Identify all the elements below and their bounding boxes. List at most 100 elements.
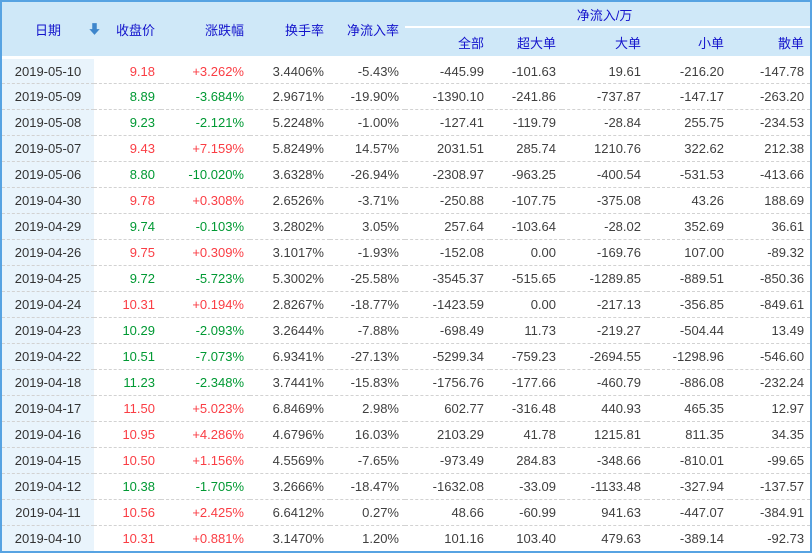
column-header-close[interactable]: 收盘价 — [94, 2, 161, 59]
cell-inflow-all: 257.64 — [405, 213, 490, 240]
column-header-date[interactable]: 日期 — [2, 2, 100, 59]
column-header-turnover[interactable]: 换手率 — [250, 2, 330, 59]
cell-inflow-large: -1133.48 — [562, 473, 647, 500]
cell-date: 2019-04-17 — [2, 395, 94, 422]
cell-inflow-small: -447.07 — [647, 499, 730, 526]
cell-inflow-rate: 2.98% — [330, 395, 405, 422]
column-header-inflow-retail[interactable]: 散单 — [730, 27, 810, 59]
cell-inflow-super: -103.64 — [490, 213, 562, 240]
cell-turnover: 3.4406% — [250, 57, 330, 84]
cell-inflow-retail: 188.69 — [730, 187, 810, 214]
cell-inflow-rate: 16.03% — [330, 421, 405, 448]
table-row: 2019-05-10 9.18 +3.262% 3.4406% -5.43% -… — [2, 57, 810, 84]
cell-inflow-small: -389.14 — [647, 525, 730, 551]
cell-inflow-large: 479.63 — [562, 525, 647, 551]
cell-inflow-large: -348.66 — [562, 447, 647, 474]
table-row: 2019-04-11 10.56 +2.425% 6.6412% 0.27% 4… — [2, 499, 810, 526]
cell-inflow-retail: 12.97 — [730, 395, 810, 422]
cell-close: 9.75 — [94, 239, 161, 266]
table-row: 2019-04-25 9.72 -5.723% 5.3002% -25.58% … — [2, 265, 810, 292]
column-header-inflow-large[interactable]: 大单 — [562, 27, 647, 59]
cell-close: 10.51 — [94, 343, 161, 370]
column-header-change[interactable]: 涨跌幅 — [161, 2, 250, 59]
cell-inflow-all: -1390.10 — [405, 83, 490, 110]
cell-turnover: 5.8249% — [250, 135, 330, 162]
cell-inflow-all: -445.99 — [405, 57, 490, 84]
cell-inflow-large: -28.02 — [562, 213, 647, 240]
cell-inflow-small: -356.85 — [647, 291, 730, 318]
cell-inflow-retail: -384.91 — [730, 499, 810, 526]
cell-inflow-retail: -92.73 — [730, 525, 810, 551]
cell-inflow-rate: -18.47% — [330, 473, 405, 500]
cell-inflow-large: -1289.85 — [562, 265, 647, 292]
cell-change: -2.348% — [161, 369, 250, 396]
cell-turnover: 3.6328% — [250, 161, 330, 188]
cell-inflow-all: -127.41 — [405, 109, 490, 136]
cell-inflow-retail: -137.57 — [730, 473, 810, 500]
cell-inflow-super: -316.48 — [490, 395, 562, 422]
cell-inflow-large: -169.76 — [562, 239, 647, 266]
cell-inflow-small: -886.08 — [647, 369, 730, 396]
table-row: 2019-04-24 10.31 +0.194% 2.8267% -18.77%… — [2, 291, 810, 318]
cell-change: +4.286% — [161, 421, 250, 448]
cell-inflow-rate: -19.90% — [330, 83, 405, 110]
table-row: 2019-04-10 10.31 +0.881% 3.1470% 1.20% 1… — [2, 525, 810, 551]
cell-inflow-rate: -1.00% — [330, 109, 405, 136]
cell-change: -2.121% — [161, 109, 250, 136]
cell-inflow-super: -60.99 — [490, 499, 562, 526]
cell-close: 9.74 — [94, 213, 161, 240]
cell-turnover: 3.2666% — [250, 473, 330, 500]
cell-inflow-rate: -25.58% — [330, 265, 405, 292]
cell-close: 11.50 — [94, 395, 161, 422]
cell-close: 10.38 — [94, 473, 161, 500]
cell-inflow-small: -810.01 — [647, 447, 730, 474]
cell-change: +2.425% — [161, 499, 250, 526]
table-row: 2019-04-12 10.38 -1.705% 3.2666% -18.47%… — [2, 473, 810, 500]
cell-inflow-small: 255.75 — [647, 109, 730, 136]
table-row: 2019-04-30 9.78 +0.308% 2.6526% -3.71% -… — [2, 187, 810, 214]
cell-inflow-super: -515.65 — [490, 265, 562, 292]
cell-inflow-small: -1298.96 — [647, 343, 730, 370]
cell-inflow-all: 101.16 — [405, 525, 490, 551]
sort-desc-icon[interactable] — [88, 22, 101, 36]
cell-close: 9.43 — [94, 135, 161, 162]
column-header-inflow-rate[interactable]: 净流入率 — [330, 2, 405, 59]
cell-date: 2019-05-10 — [2, 57, 94, 84]
cell-date: 2019-04-10 — [2, 525, 94, 551]
cell-close: 9.23 — [94, 109, 161, 136]
cell-change: -1.705% — [161, 473, 250, 500]
cell-close: 10.29 — [94, 317, 161, 344]
cell-inflow-rate: -1.93% — [330, 239, 405, 266]
cell-date: 2019-04-24 — [2, 291, 94, 318]
cell-inflow-all: -3545.37 — [405, 265, 490, 292]
cell-change: +0.308% — [161, 187, 250, 214]
cell-inflow-small: -147.17 — [647, 83, 730, 110]
cell-inflow-all: 2031.51 — [405, 135, 490, 162]
cell-date: 2019-04-23 — [2, 317, 94, 344]
cell-change: +5.023% — [161, 395, 250, 422]
column-header-inflow-super[interactable]: 超大单 — [490, 27, 562, 59]
cell-inflow-super: 284.83 — [490, 447, 562, 474]
cell-turnover: 3.7441% — [250, 369, 330, 396]
table-row: 2019-04-22 10.51 -7.073% 6.9341% -27.13%… — [2, 343, 810, 370]
table-row: 2019-04-17 11.50 +5.023% 6.8469% 2.98% 6… — [2, 395, 810, 422]
cell-inflow-super: 41.78 — [490, 421, 562, 448]
cell-turnover: 5.2248% — [250, 109, 330, 136]
cell-turnover: 4.5569% — [250, 447, 330, 474]
cell-inflow-small: -216.20 — [647, 57, 730, 84]
cell-inflow-all: -698.49 — [405, 317, 490, 344]
cell-change: -5.723% — [161, 265, 250, 292]
cell-turnover: 6.9341% — [250, 343, 330, 370]
column-header-inflow-all[interactable]: 全部 — [405, 27, 490, 59]
cell-inflow-retail: -849.61 — [730, 291, 810, 318]
table-row: 2019-04-26 9.75 +0.309% 3.1017% -1.93% -… — [2, 239, 810, 266]
cell-inflow-rate: -18.77% — [330, 291, 405, 318]
cell-inflow-retail: -232.24 — [730, 369, 810, 396]
cell-inflow-super: 11.73 — [490, 317, 562, 344]
cell-date: 2019-04-12 — [2, 473, 94, 500]
cell-inflow-small: -889.51 — [647, 265, 730, 292]
column-header-inflow-small[interactable]: 小单 — [647, 27, 730, 59]
cell-inflow-small: 43.26 — [647, 187, 730, 214]
